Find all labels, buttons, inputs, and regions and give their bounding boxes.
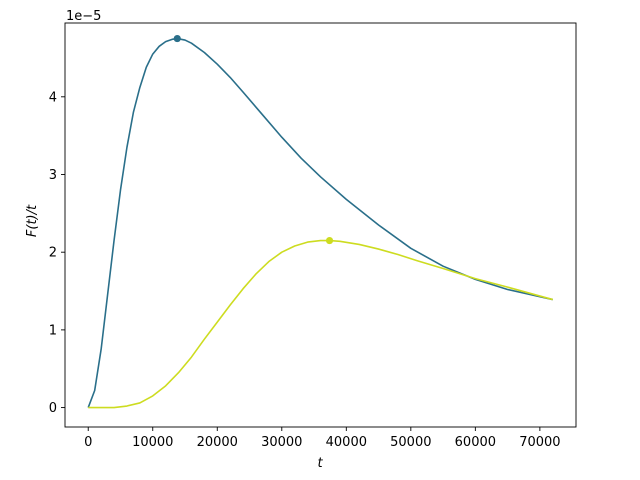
x-tick-label: 30000 [261, 435, 302, 450]
x-tick-label: 0 [84, 435, 92, 450]
y-axis-label: F(t)/t [25, 204, 40, 237]
series-line-2 [88, 239, 553, 409]
y-tick-label: 0 [49, 401, 57, 416]
series-line-1 [87, 37, 553, 408]
axes-frame [64, 22, 577, 428]
y-tick-label: 4 [49, 90, 57, 105]
x-tick-label: 40000 [326, 435, 367, 450]
series-2-max-marker [325, 236, 334, 245]
y-tick-label: 3 [49, 168, 57, 183]
x-tick-label: 70000 [519, 435, 560, 450]
y-tick-label: 2 [49, 246, 57, 261]
y-offset-label: 1e−5 [66, 9, 101, 24]
x-tick-label: 10000 [132, 435, 173, 450]
series-1-max-marker [173, 34, 181, 43]
x-tick-label: 50000 [390, 435, 431, 450]
y-tick-label: 1 [49, 323, 57, 338]
plot-area [87, 34, 553, 409]
axes: 0 10000 20000 30000 40000 50000 60000 70000 0 1 2 3… [49, 22, 577, 450]
x-axis-label: t [317, 456, 323, 471]
x-tick-label: 20000 [197, 435, 238, 450]
x-tick-label: 60000 [455, 435, 496, 450]
